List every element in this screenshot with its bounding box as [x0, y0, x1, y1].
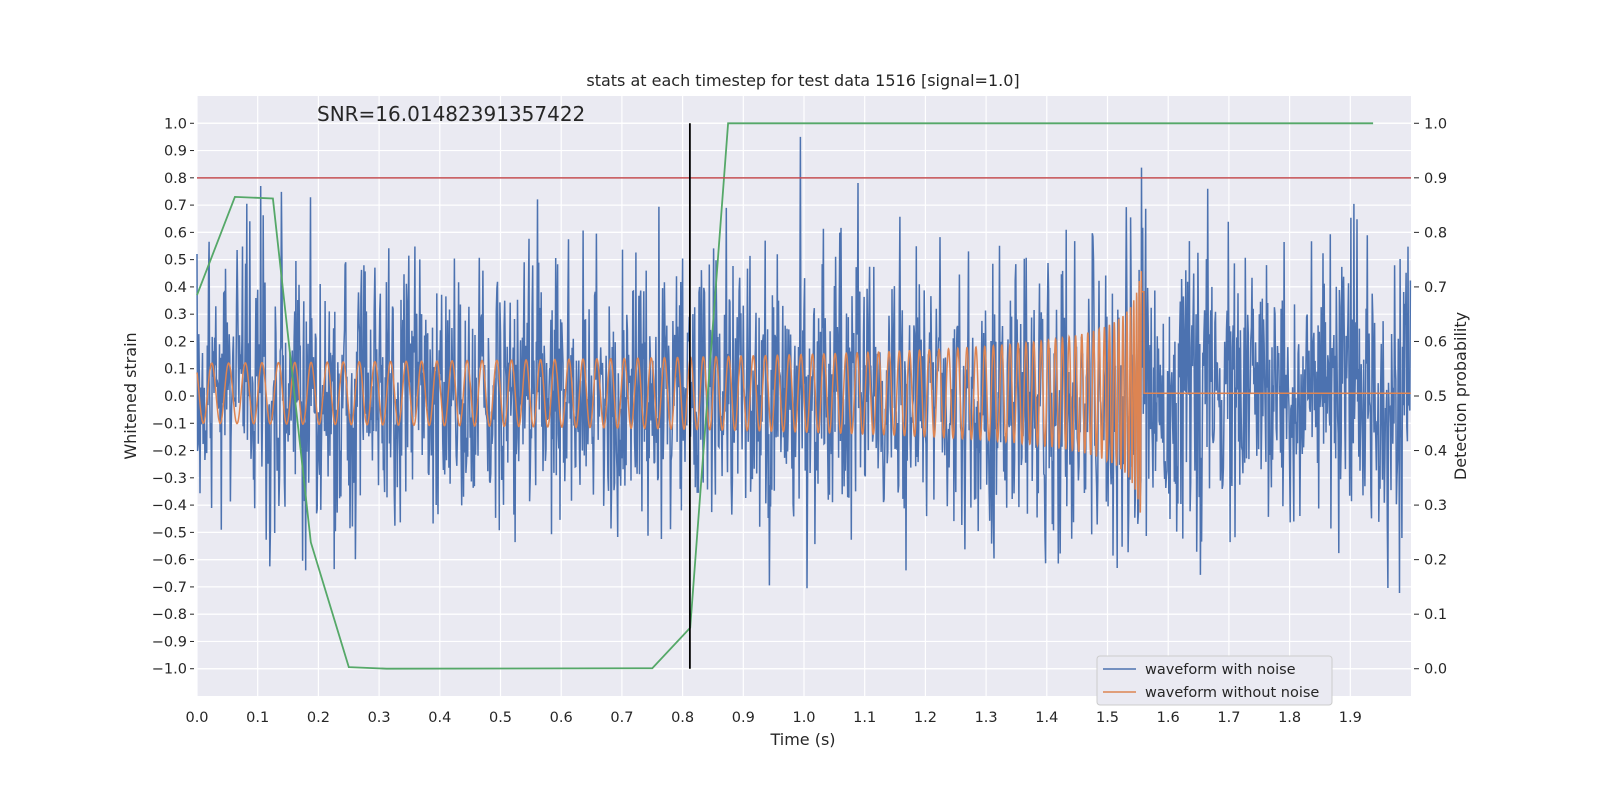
y2-tick-label: 0.1 — [1424, 607, 1447, 623]
y-tick-label: −0.1 — [152, 416, 187, 432]
y2-tick-label: 0.9 — [1424, 171, 1447, 187]
chart-title: stats at each timestep for test data 151… — [586, 71, 1019, 90]
y-tick-label: 0.1 — [164, 362, 187, 378]
y-axis-label: Whitened strain — [121, 332, 140, 459]
y-tick-label: 0.6 — [164, 225, 187, 241]
x-axis-ticks: 0.0 0.1 0.2 0.3 0.4 0.5 0.6 0.7 0.8 0.9 1.0 1.1 1.2 1… — [185, 710, 1361, 726]
y-tick-label: −1.0 — [152, 662, 187, 678]
x-tick-label: 0.5 — [489, 710, 512, 726]
y-tick-label: 0.2 — [164, 334, 187, 350]
series-waveform-without-noise — [196, 271, 1411, 513]
y-tick-label: 0.5 — [164, 253, 187, 269]
y-tick-label: −0.5 — [152, 525, 187, 541]
y2-tick-label: 0.2 — [1424, 553, 1447, 569]
x-tick-label: 1.1 — [853, 710, 876, 726]
x-tick-label: 1.3 — [975, 710, 998, 726]
x-axis-label: Time (s) — [769, 730, 835, 749]
legend: waveform with noise waveform without noi… — [1096, 655, 1333, 706]
x-tick-label: 0.6 — [550, 710, 573, 726]
y-tick-label: 0.9 — [164, 144, 187, 160]
x-tick-label: 1.4 — [1035, 710, 1058, 726]
x-tick-label: 1.6 — [1157, 710, 1180, 726]
y-tick-label: −0.4 — [152, 498, 187, 514]
legend-label-noisy: waveform with noise — [1145, 662, 1296, 678]
x-tick-label: 1.0 — [792, 710, 815, 726]
snr-annotation: SNR=16.01482391357422 — [317, 102, 585, 126]
y-tick-label: 0.4 — [164, 280, 187, 296]
y2-axis-ticks: 1.0 0.9 0.8 0.7 0.6 0.5 0.4 0.3 0.2 0.1 0.0 — [1414, 116, 1447, 678]
x-tick-label: 1.2 — [914, 710, 937, 726]
y-tick-label: −0.3 — [152, 471, 187, 487]
legend-label-clean: waveform without noise — [1145, 685, 1319, 701]
y-tick-label: −0.2 — [152, 444, 187, 460]
x-tick-label: 0.3 — [368, 710, 391, 726]
y-tick-label: −0.8 — [152, 607, 187, 623]
y2-tick-label: 0.7 — [1424, 280, 1447, 296]
x-tick-label: 0.2 — [307, 710, 330, 726]
x-tick-label: 0.8 — [671, 710, 694, 726]
y2-axis-label: Detection probability — [1451, 312, 1470, 480]
x-tick-label: 1.5 — [1096, 710, 1119, 726]
y-tick-label: 0.3 — [164, 307, 187, 323]
y2-tick-label: 1.0 — [1424, 116, 1447, 132]
x-tick-label: 0.4 — [428, 710, 451, 726]
x-tick-label: 0.1 — [246, 710, 269, 726]
y-tick-label: 1.0 — [164, 116, 187, 132]
line-detection-probability — [196, 122, 1374, 670]
y-axis-ticks: 1.0 0.9 0.8 0.7 0.6 0.5 0.4 0.3 0.2 0.1 0.0 −0.1 −0.… — [152, 116, 194, 678]
y2-tick-label: 0.4 — [1424, 444, 1447, 460]
y-tick-label: −0.7 — [152, 580, 187, 596]
y2-tick-label: 0.0 — [1424, 662, 1447, 678]
y-tick-label: −0.9 — [152, 634, 187, 650]
legend-box — [1096, 655, 1333, 706]
x-tick-label: 1.8 — [1278, 710, 1301, 726]
x-tick-label: 0.0 — [185, 710, 208, 726]
y-tick-label: −0.6 — [152, 553, 187, 569]
line-waveform-with-noise — [196, 136, 1412, 594]
x-tick-label: 1.7 — [1217, 710, 1240, 726]
y2-tick-label: 0.6 — [1424, 334, 1447, 350]
y2-tick-label: 0.3 — [1424, 498, 1447, 514]
line-waveform-without-noise — [196, 271, 1411, 513]
x-tick-label: 1.9 — [1339, 710, 1362, 726]
y-tick-label: 0.0 — [164, 389, 187, 405]
y-tick-label: 0.8 — [164, 171, 187, 187]
y2-tick-label: 0.5 — [1424, 389, 1447, 405]
x-tick-label: 0.7 — [610, 710, 633, 726]
y2-tick-label: 0.8 — [1424, 225, 1447, 241]
x-tick-label: 0.9 — [732, 710, 755, 726]
series-waveform-with-noise — [196, 136, 1412, 594]
series-detection-probability — [196, 122, 1374, 670]
y-tick-label: 0.7 — [164, 198, 187, 214]
grid — [196, 96, 1411, 696]
